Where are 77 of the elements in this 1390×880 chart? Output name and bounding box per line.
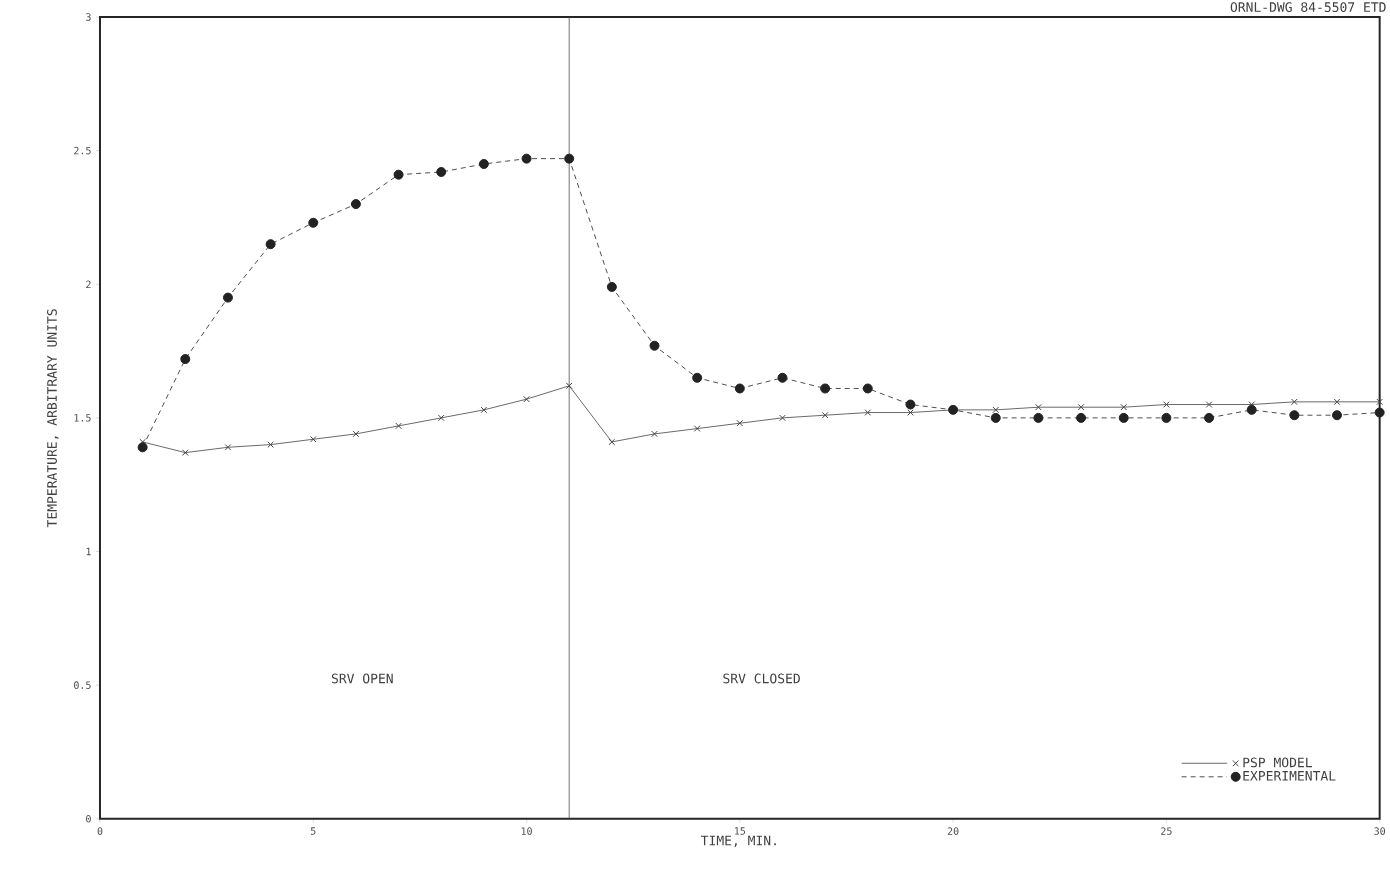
point <box>309 436 317 443</box>
x-tick-label: 20 <box>947 827 959 835</box>
point <box>1120 403 1128 411</box>
point <box>1332 410 1342 421</box>
point <box>1374 407 1385 418</box>
point <box>393 169 404 180</box>
x-tick-label: 30 <box>1374 827 1386 835</box>
point <box>521 153 532 164</box>
x-tick-label: 0 <box>97 827 103 835</box>
point <box>992 406 1000 414</box>
point <box>777 372 788 383</box>
point <box>1035 403 1042 411</box>
y-tick-label: 1.5 <box>74 414 91 422</box>
point <box>649 340 660 351</box>
point <box>180 354 191 365</box>
x-tick-label: 10 <box>521 827 532 835</box>
y-tick-label: 0 <box>86 815 91 823</box>
x-axis-title: TIME, MIN. <box>700 835 776 848</box>
point <box>395 422 402 430</box>
point <box>821 411 829 419</box>
point <box>693 425 701 433</box>
x-tick-label: 5 <box>310 827 316 835</box>
annotation: SRV CLOSED <box>723 673 800 684</box>
point <box>565 382 573 390</box>
point <box>437 414 445 422</box>
point <box>523 395 530 403</box>
point <box>1118 412 1129 423</box>
y-tick-label: 1 <box>86 547 91 556</box>
point <box>1163 401 1170 408</box>
point <box>779 414 786 422</box>
point <box>480 406 488 414</box>
legend-label: EXPERIMENTAL <box>1243 771 1336 781</box>
point <box>1289 410 1300 421</box>
point <box>608 438 616 446</box>
y-tick-label: 2 <box>86 280 91 289</box>
point <box>1376 398 1383 406</box>
point <box>564 153 575 164</box>
point <box>478 159 489 170</box>
point <box>265 239 276 250</box>
y-tick-label: 2.5 <box>74 146 91 155</box>
point <box>1033 412 1044 423</box>
point <box>1204 412 1215 423</box>
point <box>1205 401 1213 408</box>
text: ORNL-DWG 84-5507 ETD <box>1230 2 1386 13</box>
point <box>222 292 233 303</box>
point <box>308 217 319 228</box>
point <box>820 383 831 394</box>
x-tick-label: 15 <box>735 827 746 835</box>
point <box>352 430 360 438</box>
point <box>181 449 189 457</box>
point <box>1246 404 1257 415</box>
annotation: SRV OPEN <box>331 673 393 684</box>
point <box>864 409 872 416</box>
point <box>990 412 1001 423</box>
point <box>1077 403 1085 411</box>
y-axis-title: TEMPERATURE, ARBITRARY UNITS <box>47 309 59 528</box>
point <box>436 167 447 178</box>
point <box>350 199 361 210</box>
point <box>1333 398 1341 406</box>
y-tick-label: 0.5 <box>74 681 91 690</box>
point <box>862 383 873 394</box>
point <box>692 372 703 383</box>
x-tick-label: 25 <box>1161 827 1172 835</box>
point <box>907 409 914 416</box>
point <box>1076 412 1087 423</box>
point <box>1161 412 1172 423</box>
point <box>905 399 916 410</box>
y-tick-label: 3 <box>86 13 91 21</box>
point <box>137 442 148 453</box>
point <box>736 420 744 427</box>
point <box>734 383 745 394</box>
point <box>606 282 617 293</box>
point <box>1291 398 1298 406</box>
legend-label: PSP MODEL <box>1243 757 1312 768</box>
point <box>267 441 274 449</box>
point <box>224 444 232 451</box>
point <box>651 430 658 438</box>
